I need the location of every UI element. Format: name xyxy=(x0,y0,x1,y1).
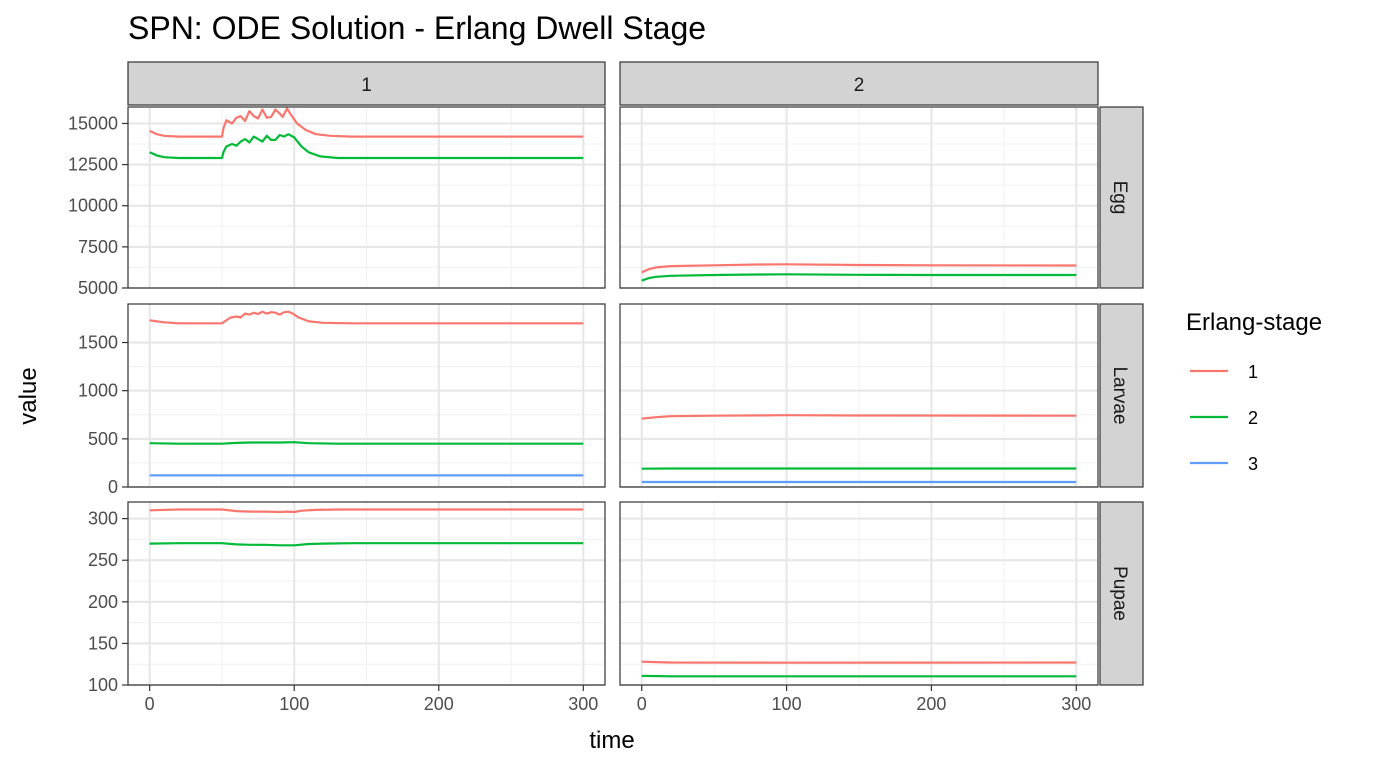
legend-title: Erlang-stage xyxy=(1186,309,1322,336)
panel-pupae-1 xyxy=(127,501,606,686)
series-line-stage-1 xyxy=(641,660,1077,664)
y-tick-label: 12500 xyxy=(68,155,118,175)
series-line-stage-1 xyxy=(641,263,1077,274)
chart-title: SPN: ODE Solution - Erlang Dwell Stage xyxy=(128,10,706,46)
series-line-stage-1 xyxy=(149,508,584,514)
y-tick-label: 1000 xyxy=(78,381,118,401)
y-tick-label: 15000 xyxy=(68,113,118,133)
series-line-stage-1 xyxy=(641,414,1077,420)
x-tick-label: 200 xyxy=(424,694,454,714)
series-line-stage-2 xyxy=(149,133,584,160)
column-strip-label: 2 xyxy=(854,75,865,96)
panel-egg-2 xyxy=(619,106,1099,289)
x-tick-label: 100 xyxy=(279,694,309,714)
y-tick-label: 100 xyxy=(88,675,118,695)
column-strip-2 xyxy=(619,61,1099,106)
x-tick-label: 300 xyxy=(1061,694,1091,714)
panel-pupae-2 xyxy=(619,501,1099,686)
row-strip-label: Larvae xyxy=(1109,366,1130,424)
panel-border xyxy=(619,303,1099,488)
row-strip-label: Pupae xyxy=(1109,566,1130,621)
panel-larvae-2 xyxy=(619,303,1099,488)
column-strip-label: 1 xyxy=(361,75,372,96)
series-line-stage-1 xyxy=(149,107,584,138)
y-tick-label: 300 xyxy=(88,509,118,529)
y-tick-label: 250 xyxy=(88,550,118,570)
y-axis-title: value xyxy=(15,367,42,424)
row-strip-larvae xyxy=(1099,303,1144,488)
row-strip-pupae xyxy=(1099,501,1144,686)
panel-border xyxy=(127,501,606,686)
y-tick-label: 500 xyxy=(88,429,118,449)
y-tick-label: 0 xyxy=(108,477,118,497)
panel-border xyxy=(127,303,606,488)
panel-border xyxy=(619,106,1099,289)
legend-label-stage-1: 1 xyxy=(1248,362,1258,382)
legend-label-stage-2: 2 xyxy=(1248,408,1258,428)
column-strip-1 xyxy=(127,61,606,106)
series-line-stage-2 xyxy=(149,441,584,445)
x-tick-label: 300 xyxy=(568,694,598,714)
series-line-stage-2 xyxy=(641,273,1077,282)
panel-border xyxy=(127,106,606,289)
panel-border xyxy=(619,501,1099,686)
x-tick-label: 0 xyxy=(145,694,155,714)
panel-larvae-1 xyxy=(127,303,606,488)
x-tick-label: 200 xyxy=(916,694,946,714)
row-strip-label: Egg xyxy=(1109,181,1130,215)
legend-items: 1 2 3 xyxy=(1190,362,1258,474)
legend: Erlang-stage 1 2 3 xyxy=(1186,309,1322,474)
x-axis-title: time xyxy=(589,727,634,754)
y-tick-label: 7500 xyxy=(78,237,118,257)
y-tick-label: 150 xyxy=(88,633,118,653)
panel-egg-1 xyxy=(127,106,606,289)
x-tick-label: 0 xyxy=(637,694,647,714)
series-line-stage-2 xyxy=(149,542,584,547)
facet-panels: 1 2Egg50007500100001250015000Larvae050010… xyxy=(68,61,1144,714)
y-tick-label: 5000 xyxy=(78,278,118,298)
y-tick-label: 1500 xyxy=(78,333,118,353)
row-strip-egg xyxy=(1099,106,1144,289)
series-line-stage-1 xyxy=(149,310,584,325)
x-tick-label: 100 xyxy=(772,694,802,714)
y-tick-label: 200 xyxy=(88,592,118,612)
legend-label-stage-3: 3 xyxy=(1248,454,1258,474)
y-tick-label: 10000 xyxy=(68,196,118,216)
